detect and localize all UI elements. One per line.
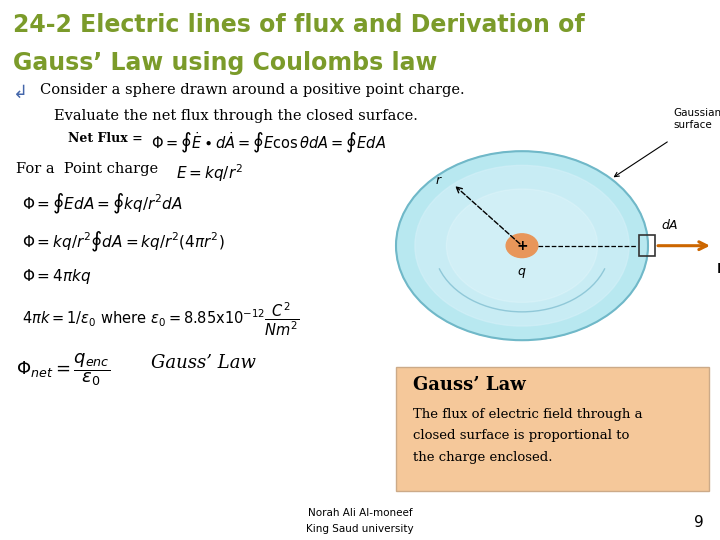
Text: $dA$: $dA$ (661, 218, 678, 232)
Text: $\Phi = \oint EdA = \oint kq/r^2 dA$: $\Phi = \oint EdA = \oint kq/r^2 dA$ (22, 192, 182, 216)
Text: $\Phi = kq/r^2 \oint dA = kq/r^2(4\pi r^2)$: $\Phi = kq/r^2 \oint dA = kq/r^2(4\pi r^… (22, 230, 224, 254)
Ellipse shape (396, 151, 648, 340)
Text: 9: 9 (694, 515, 704, 530)
Text: $E=kq/r^2$: $E=kq/r^2$ (176, 162, 243, 184)
Bar (639, 235, 655, 256)
Ellipse shape (415, 165, 629, 326)
Text: Gauss’ Law using Coulombs law: Gauss’ Law using Coulombs law (13, 51, 437, 75)
Text: 24-2 Electric lines of flux and Derivation of: 24-2 Electric lines of flux and Derivati… (13, 14, 585, 37)
Text: Gauss’ Law: Gauss’ Law (151, 354, 256, 372)
Text: closed surface is proportional to: closed surface is proportional to (413, 429, 629, 442)
Text: Gaussian
surface: Gaussian surface (673, 108, 720, 130)
Text: Net Flux =: Net Flux = (68, 132, 148, 145)
Text: $\Phi = 4\pi kq$: $\Phi = 4\pi kq$ (22, 267, 91, 286)
Text: Norah Ali Al-moneef: Norah Ali Al-moneef (307, 508, 413, 518)
Text: Gauss’ Law: Gauss’ Law (413, 376, 526, 394)
Text: $4\pi k = 1/\varepsilon_0 \mathrm{\ where\ } \varepsilon_0 = 8.85\mathrm{x}10^{-: $4\pi k = 1/\varepsilon_0 \mathrm{\ wher… (22, 300, 300, 338)
Ellipse shape (506, 234, 538, 258)
Text: $r$: $r$ (435, 174, 442, 187)
FancyBboxPatch shape (396, 367, 709, 491)
Text: For a  Point charge: For a Point charge (16, 162, 158, 176)
Text: +: + (516, 239, 528, 253)
Text: Consider a sphere drawn around a positive point charge.: Consider a sphere drawn around a positiv… (40, 83, 464, 97)
Text: The flux of electric field through a: The flux of electric field through a (413, 408, 642, 421)
Text: $q$: $q$ (517, 266, 527, 280)
Text: $\Phi = \oint \dot{E} \bullet d\dot{A}  = \oint E\cos\theta dA = \oint EdA$: $\Phi = \oint \dot{E} \bullet d\dot{A} =… (151, 130, 386, 154)
Ellipse shape (446, 189, 598, 302)
Text: Evaluate the net flux through the closed surface.: Evaluate the net flux through the closed… (54, 109, 418, 123)
Text: $\Phi_{net} = \dfrac{q_{enc}}{\varepsilon_0}$: $\Phi_{net} = \dfrac{q_{enc}}{\varepsilo… (16, 351, 110, 388)
Text: the charge enclosed.: the charge enclosed. (413, 451, 552, 464)
Text: ↲: ↲ (13, 84, 28, 102)
Text: $\mathbf{E}$: $\mathbf{E}$ (716, 262, 720, 276)
Text: King Saud university: King Saud university (306, 523, 414, 534)
